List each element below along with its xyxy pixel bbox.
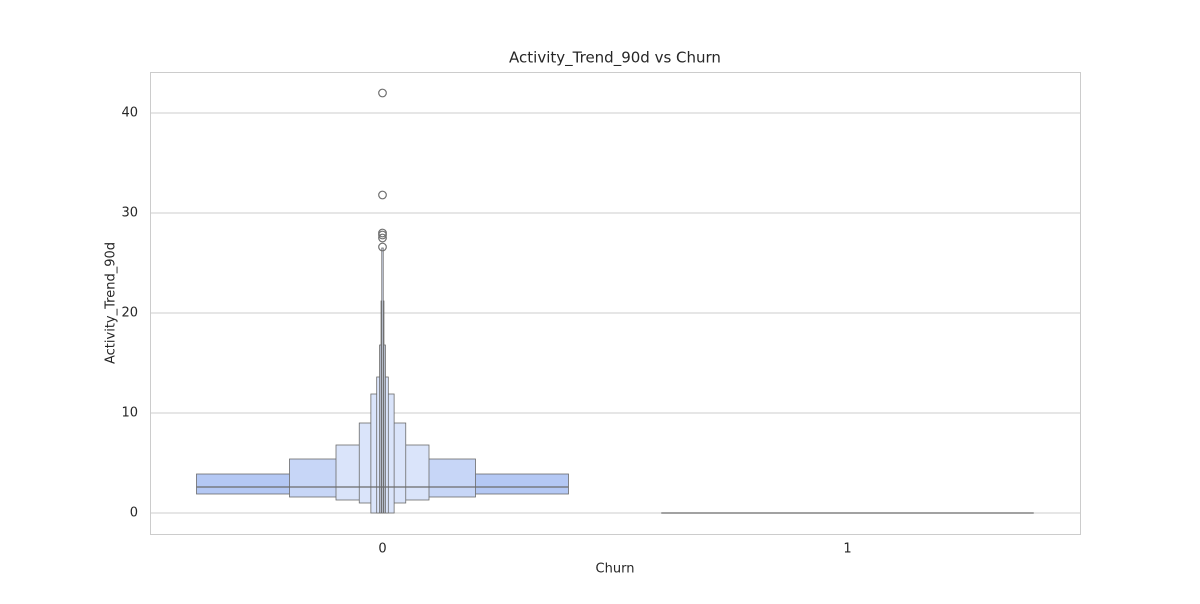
x-tick-label: 1 bbox=[843, 542, 851, 557]
chart-title: Activity_Trend_90d vs Churn bbox=[509, 49, 721, 68]
y-tick-label: 30 bbox=[121, 206, 138, 221]
x-tick-label: 0 bbox=[378, 542, 386, 557]
y-tick-label: 40 bbox=[121, 106, 138, 121]
boxen-level bbox=[382, 248, 383, 513]
y-tick-label: 0 bbox=[130, 506, 138, 521]
y-tick-label: 10 bbox=[121, 406, 138, 421]
y-axis-label: Activity_Trend_90d bbox=[104, 242, 119, 364]
x-axis-label: Churn bbox=[596, 562, 635, 577]
y-tick-label: 20 bbox=[121, 306, 138, 321]
outlier bbox=[379, 89, 387, 97]
outlier bbox=[379, 191, 387, 199]
